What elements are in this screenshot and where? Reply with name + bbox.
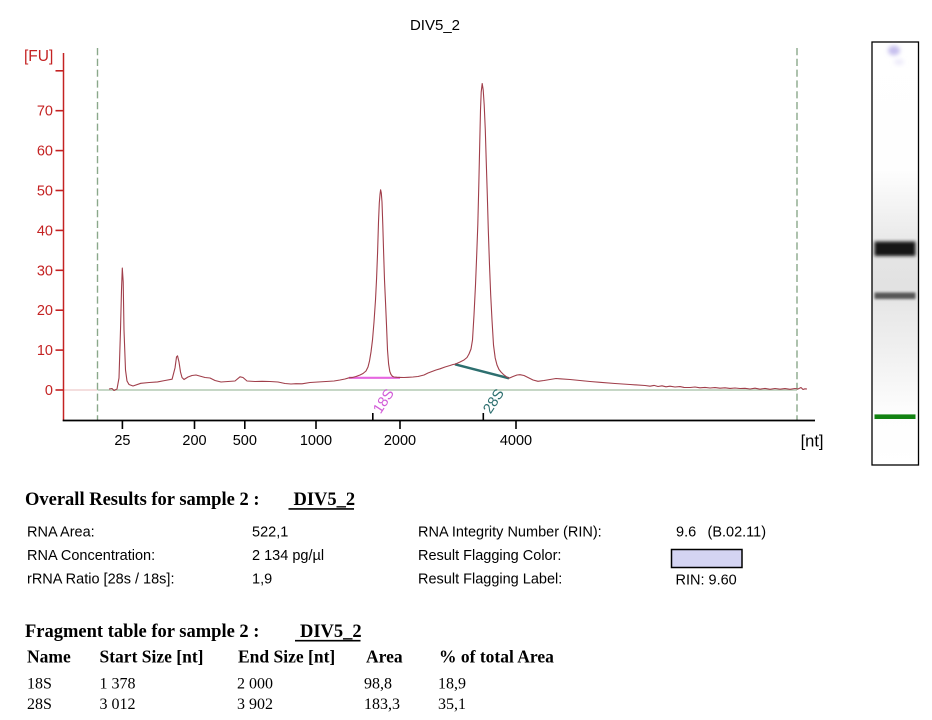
svg-text:RNA Integrity Number (RIN):: RNA Integrity Number (RIN): [418,525,602,541]
svg-text:Name: Name [27,647,71,667]
svg-text:18,9: 18,9 [438,676,466,693]
svg-text:[FU]: [FU] [24,48,53,65]
svg-text:10: 10 [37,343,53,359]
svg-text:522,1: 522,1 [252,525,288,541]
svg-text:70: 70 [37,104,53,120]
svg-text:[nt]: [nt] [801,433,824,451]
svg-text:Start Size [nt]: Start Size [nt] [100,647,204,667]
svg-text:Result Flagging Label:: Result Flagging Label: [418,572,562,588]
svg-text:End Size [nt]: End Size [nt] [238,647,335,667]
svg-text:DIV5_2: DIV5_2 [410,17,460,34]
svg-text:25: 25 [114,433,130,449]
svg-text:3 012: 3 012 [100,696,136,713]
svg-text:% of total Area: % of total Area [439,647,554,667]
svg-text:2 000: 2 000 [237,676,273,693]
svg-text:DIV5_2: DIV5_2 [294,490,356,510]
svg-text:200: 200 [182,433,206,449]
svg-text:18S: 18S [27,676,52,693]
svg-text:(B.02.11): (B.02.11) [708,525,767,541]
svg-text:Fragment table for sample 2 :: Fragment table for sample 2 : [25,622,259,642]
svg-text:Overall Results for sample 2 :: Overall Results for sample 2 : [25,490,259,510]
svg-text:98,8: 98,8 [364,676,392,693]
svg-text:50: 50 [37,184,53,200]
svg-text:RIN: 9.60: RIN: 9.60 [676,573,737,589]
svg-text:4000: 4000 [500,433,532,449]
svg-text:40: 40 [37,223,53,239]
svg-text:3 902: 3 902 [237,696,273,713]
svg-text:183,3: 183,3 [364,696,400,713]
svg-text:RNA Concentration:: RNA Concentration: [27,548,155,564]
svg-text:9.6: 9.6 [676,525,696,541]
svg-text:20: 20 [37,303,53,319]
svg-text:rRNA Ratio [28s / 18s]:: rRNA Ratio [28s / 18s]: [27,572,174,588]
svg-text:1 378: 1 378 [100,676,136,693]
svg-text:RNA Area:: RNA Area: [27,525,95,541]
svg-text:18S: 18S [370,386,397,416]
svg-text:28S: 28S [480,386,507,416]
svg-text:500: 500 [233,433,257,449]
svg-text:0: 0 [45,383,53,399]
svg-text:DIV5_2: DIV5_2 [300,622,362,642]
svg-text:35,1: 35,1 [438,696,466,713]
svg-text:60: 60 [37,144,53,160]
svg-text:28S: 28S [27,696,52,713]
svg-text:Result Flagging Color:: Result Flagging Color: [418,548,561,564]
svg-text:1000: 1000 [300,433,332,449]
svg-text:Area: Area [366,647,403,667]
svg-text:1,9: 1,9 [252,572,272,588]
svg-text:30: 30 [37,263,53,279]
svg-text:2 134 pg/µl: 2 134 pg/µl [252,548,324,564]
svg-text:2000: 2000 [384,433,416,449]
